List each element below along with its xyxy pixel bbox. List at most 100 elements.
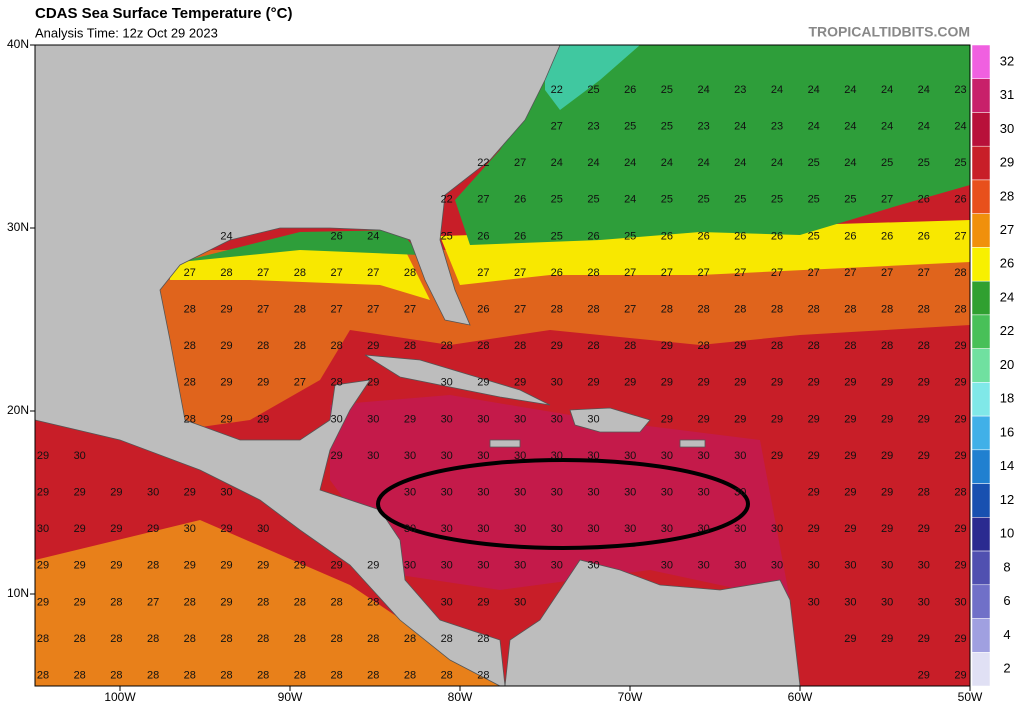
sst-value: 27 [918, 267, 930, 279]
sst-value: 29 [74, 596, 86, 608]
sst-value: 26 [477, 230, 489, 242]
sst-value: 28 [220, 267, 232, 279]
sst-value: 30 [844, 596, 856, 608]
sst-value: 24 [844, 157, 856, 169]
sst-value: 27 [661, 267, 673, 279]
sst-value: 26 [918, 194, 930, 206]
sst-value: 28 [110, 670, 122, 682]
sst-value: 24 [624, 157, 636, 169]
sst-value: 29 [551, 340, 563, 352]
sst-value: 30 [441, 487, 453, 499]
sst-value: 28 [954, 487, 966, 499]
sst-value: 26 [551, 267, 563, 279]
sst-value: 24 [881, 121, 893, 133]
sst-value: 27 [551, 121, 563, 133]
sst-value: 28 [918, 304, 930, 316]
colorbar-swatch [971, 382, 991, 417]
sst-value: 30 [441, 450, 453, 462]
sst-value: 24 [697, 157, 709, 169]
sst-value: 30 [514, 450, 526, 462]
sst-value: 25 [771, 194, 783, 206]
sst-value: 26 [918, 230, 930, 242]
sst-value: 29 [257, 560, 269, 572]
sst-value: 24 [771, 157, 783, 169]
sst-value: 29 [110, 487, 122, 499]
lon-label: 90W [278, 690, 303, 704]
sst-value: 30 [587, 523, 599, 535]
sst-value: 29 [954, 340, 966, 352]
sst-value: 28 [918, 487, 930, 499]
lat-label: 10N [7, 586, 29, 600]
sst-value: 30 [918, 560, 930, 572]
sst-value: 29 [367, 377, 379, 389]
sst-value: 28 [477, 340, 489, 352]
colorbar-swatch [971, 584, 991, 619]
sst-value: 30 [514, 596, 526, 608]
sst-value: 29 [587, 377, 599, 389]
sst-value: 27 [257, 267, 269, 279]
sst-value: 30 [661, 523, 673, 535]
sst-value: 30 [441, 413, 453, 425]
sst-value: 26 [954, 194, 966, 206]
sst-value: 29 [734, 340, 746, 352]
sst-value: 30 [477, 413, 489, 425]
sst-value: 28 [74, 670, 86, 682]
sst-value: 26 [881, 230, 893, 242]
sst-value: 30 [404, 560, 416, 572]
sst-value: 24 [220, 230, 232, 242]
sst-value: 29 [808, 523, 820, 535]
colorbar-swatch [971, 78, 991, 113]
sst-value: 30 [881, 596, 893, 608]
sst-value: 28 [918, 340, 930, 352]
sst-value: 30 [587, 413, 599, 425]
sst-value: 29 [257, 377, 269, 389]
sst-value: 25 [587, 194, 599, 206]
lat-label: 20N [7, 403, 29, 417]
sst-value: 29 [844, 633, 856, 645]
colorbar-label: 27 [1000, 222, 1014, 237]
sst-value: 30 [551, 413, 563, 425]
sst-value: 29 [697, 377, 709, 389]
sst-value: 25 [661, 84, 673, 96]
sst-value: 24 [771, 84, 783, 96]
sst-value: 30 [587, 450, 599, 462]
sst-value: 28 [330, 670, 342, 682]
sst-value: 28 [184, 304, 196, 316]
sst-value: 28 [330, 377, 342, 389]
subtitle: Analysis Time: 12z Oct 29 2023 [35, 25, 218, 40]
sst-value: 30 [808, 596, 820, 608]
sst-value: 28 [110, 596, 122, 608]
sst-value: 28 [257, 633, 269, 645]
sst-value: 29 [294, 560, 306, 572]
sst-value: 27 [184, 267, 196, 279]
sst-value: 30 [771, 523, 783, 535]
sst-value: 29 [881, 413, 893, 425]
sst-value: 25 [808, 157, 820, 169]
sst-value: 29 [844, 413, 856, 425]
sst-value: 29 [477, 596, 489, 608]
sst-value: 24 [587, 157, 599, 169]
sst-value: 29 [844, 450, 856, 462]
sst-value: 30 [514, 560, 526, 572]
sst-value: 28 [294, 596, 306, 608]
sst-value: 28 [477, 670, 489, 682]
sst-value: 25 [661, 121, 673, 133]
sst-value: 25 [808, 194, 820, 206]
sst-value: 24 [734, 121, 746, 133]
sst-value: 29 [220, 377, 232, 389]
sst-value: 28 [808, 340, 820, 352]
sst-value: 25 [734, 194, 746, 206]
sst-value: 28 [697, 340, 709, 352]
sst-value: 26 [771, 230, 783, 242]
sst-value: 22 [477, 157, 489, 169]
sst-value: 29 [477, 377, 489, 389]
sst-value: 29 [771, 450, 783, 462]
sst-value: 27 [514, 267, 526, 279]
sst-value: 29 [881, 523, 893, 535]
colorbar-swatch [971, 280, 991, 316]
sst-value: 29 [954, 377, 966, 389]
sst-value: 23 [734, 84, 746, 96]
sst-value: 28 [661, 304, 673, 316]
sst-value: 29 [918, 413, 930, 425]
sst-value: 29 [514, 377, 526, 389]
